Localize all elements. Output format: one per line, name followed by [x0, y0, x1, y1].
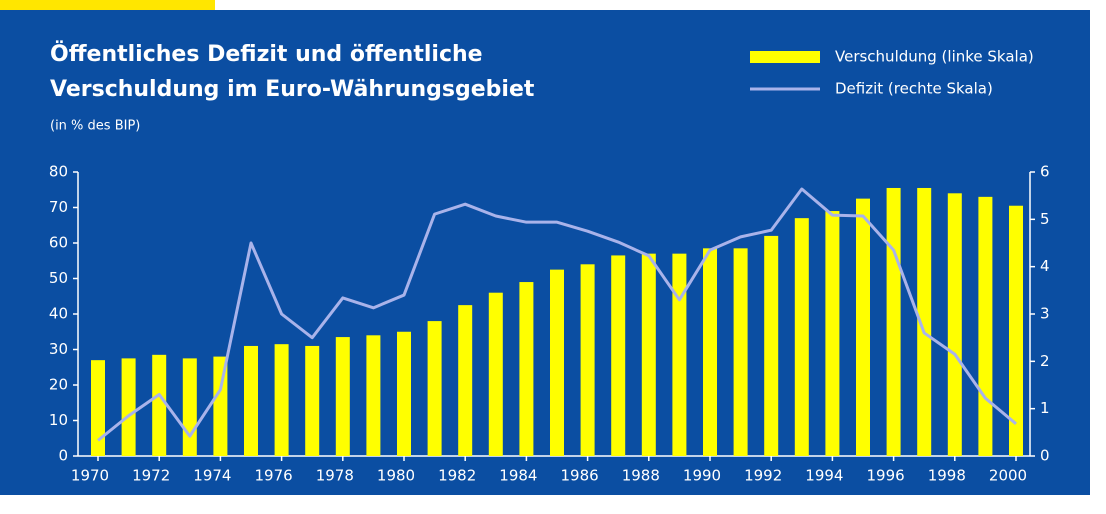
y-tick-label: 10 [49, 411, 68, 429]
legend-label: Defizit (rechte Skala) [835, 80, 993, 98]
subtitle: (in % des BIP) [50, 119, 140, 134]
chart-title: Verschuldung im Euro-Währungsgebiet [50, 77, 535, 102]
y-tick-label: 60 [49, 234, 68, 252]
bar [550, 269, 564, 456]
y-tick-label: 20 [49, 376, 68, 394]
bar [611, 255, 626, 456]
bar [764, 235, 779, 456]
bar [91, 360, 105, 456]
deficit-line [97, 187, 1017, 442]
y-tick-label: 40 [49, 305, 68, 323]
x-tick-label: 1990 [683, 467, 721, 485]
bar [794, 218, 809, 456]
bar [152, 354, 167, 456]
legend-label: Verschuldung (linke Skala) [835, 48, 1034, 66]
y2-tick-label: 1 [1040, 399, 1050, 417]
bar [886, 187, 901, 456]
bar [305, 345, 320, 456]
header-tab [0, 0, 215, 10]
x-tick-label: 1998 [928, 467, 966, 485]
y2-tick-label: 3 [1040, 305, 1050, 323]
x-tick-label: 1986 [561, 467, 599, 485]
y2-tick-label: 4 [1040, 257, 1050, 275]
bar [244, 345, 258, 456]
x-tick-label: 1982 [438, 467, 476, 485]
bar [978, 196, 993, 456]
bar [641, 253, 656, 456]
bar [488, 292, 503, 456]
y-tick-label: 0 [58, 447, 68, 465]
x-tick-label: 1974 [193, 467, 231, 485]
bar [947, 193, 962, 457]
x-tick-label: 1996 [867, 467, 905, 485]
y2-tick-label: 6 [1040, 163, 1050, 181]
bar [1009, 205, 1023, 456]
x-tick-label: 1976 [255, 467, 293, 485]
x-tick-label: 1988 [622, 467, 660, 485]
bar [856, 198, 870, 456]
bar [519, 282, 534, 456]
panel [0, 10, 1090, 495]
x-tick-label: 1980 [377, 467, 415, 485]
bar [825, 211, 840, 456]
x-tick-label: 1992 [744, 467, 782, 485]
bar [213, 356, 228, 456]
x-tick-label: 1978 [316, 467, 354, 485]
bar [427, 321, 442, 456]
bar [703, 248, 717, 456]
legend-swatch [750, 51, 820, 63]
y2-tick-label: 5 [1040, 210, 1050, 228]
y-tick-label: 80 [49, 163, 68, 181]
bar [335, 337, 350, 456]
x-tick-label: 1970 [71, 467, 109, 485]
y2-tick-label: 0 [1040, 447, 1050, 465]
bar [672, 253, 687, 456]
bar [366, 335, 381, 456]
bar [733, 248, 748, 456]
y-tick-label: 50 [49, 269, 68, 287]
x-tick-label: 1972 [132, 467, 170, 485]
bar [397, 331, 411, 456]
x-tick-label: 2000 [989, 467, 1027, 485]
bar [274, 344, 289, 456]
chart-title: Öffentliches Defizit und öffentliche [50, 41, 483, 67]
y2-tick-label: 2 [1040, 352, 1050, 370]
bar [580, 264, 595, 456]
bar [458, 305, 473, 456]
y-tick-label: 30 [49, 340, 68, 358]
bar [121, 358, 136, 456]
x-tick-label: 1994 [805, 467, 843, 485]
y-tick-label: 70 [49, 198, 68, 216]
bar [917, 187, 932, 456]
bar [182, 358, 197, 456]
x-tick-label: 1984 [499, 467, 537, 485]
